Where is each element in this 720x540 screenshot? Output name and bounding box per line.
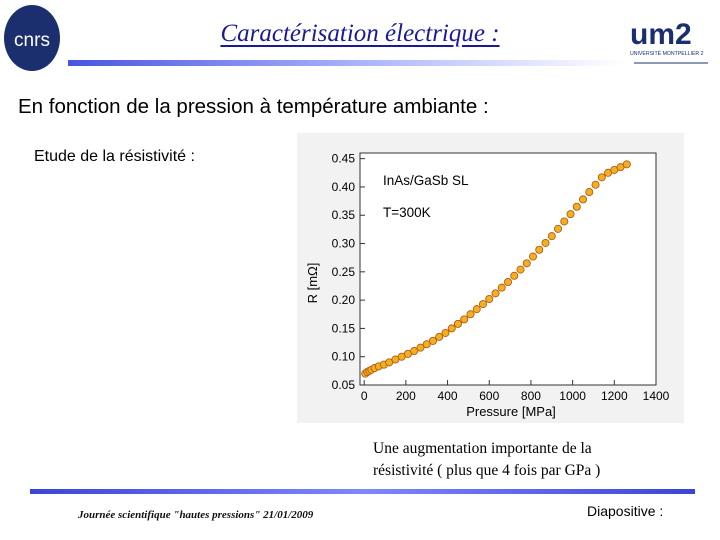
data-point [447,324,456,333]
data-point [410,347,419,356]
data-point [522,259,531,268]
x-tick-label: 1000 [559,389,586,403]
data-point [516,265,525,274]
y-tick-label: 0.20 [332,293,356,307]
data-point [591,180,600,189]
data-point [460,315,469,324]
data-point [566,210,575,219]
note-line-1: Une augmentation importante de la [373,440,592,457]
data-point [554,224,563,233]
data-point [491,289,500,298]
data-point [535,245,544,254]
x-tick-label: 400 [438,389,458,403]
plot-frame [359,152,657,386]
data-point [547,232,556,241]
x-tick-label: 600 [479,389,499,403]
data-point [597,173,606,182]
observation-note: Une augmentation importante de la résist… [373,438,693,482]
data-point [622,160,631,169]
data-point [510,271,519,280]
um2-logo: um2 UNIVERSITÉ MONTPELLIER 2 [628,14,714,70]
x-tick-label: 200 [396,389,416,403]
section-label: Etude de la résistivité : [34,148,195,165]
footer-divider [30,489,695,494]
y-tick-label: 0.10 [332,350,356,364]
x-tick-label: 1200 [601,389,628,403]
x-axis-label: Pressure [MPa] [466,404,556,419]
note-line-2: résistivité ( plus que 4 fois par GPa ) [373,462,601,479]
data-point [572,202,581,211]
chart-annotation-temperature: T=300K [383,205,431,220]
data-point [441,328,450,337]
data-point [453,319,462,328]
chart-annotation-material: InAs/GaSb SL [383,173,469,188]
resistivity-chart: 0.05 0.10 0.15 0.20 0.25 0.30 0.35 0.40 0.45 0 20… [297,133,684,423]
data-point [422,340,431,349]
data-point [503,278,512,287]
y-axis-label: R [mΩ] [305,263,320,304]
um2-logo-subtext: UNIVERSITÉ MONTPELLIER 2 [630,50,704,57]
data-point [579,195,588,204]
data-point [560,217,569,226]
data-point [466,310,475,319]
x-tick-label: 1400 [643,389,670,403]
slide-subtitle: En fonction de la pression à température… [18,95,489,118]
slide-number-label: Diapositive : [587,503,664,519]
slide-title: Caractérisation électrique : [220,20,500,47]
data-point [472,305,481,314]
resistivity-chart-svg: 0.05 0.10 0.15 0.20 0.25 0.30 0.35 0.40 0.45 0 20… [305,152,670,419]
data-point [478,300,487,309]
y-tick-label: 0.25 [332,265,356,279]
y-tick-label: 0.45 [332,152,356,166]
y-tick-label: 0.05 [332,378,356,392]
data-point [541,238,550,247]
x-tick-label: 0 [361,389,368,403]
data-point [485,294,494,303]
y-tick-label: 0.35 [332,208,356,222]
footer-event-text: Journée scientifique "hautes pressions" … [78,509,314,521]
x-tick-label: 800 [521,389,541,403]
data-point [416,343,425,352]
um2-logo-text: um2 [630,18,692,51]
data-point [428,336,437,345]
y-tick-label: 0.30 [332,237,356,251]
data-point [585,188,594,197]
cnrs-logo-text: cnrs [14,30,50,51]
cnrs-logo: cnrs [2,4,62,72]
data-point [497,283,506,292]
data-point [529,252,538,261]
header-divider [68,60,624,66]
data-point [435,332,444,341]
y-tick-label: 0.40 [332,180,356,194]
y-tick-label: 0.15 [332,321,356,335]
